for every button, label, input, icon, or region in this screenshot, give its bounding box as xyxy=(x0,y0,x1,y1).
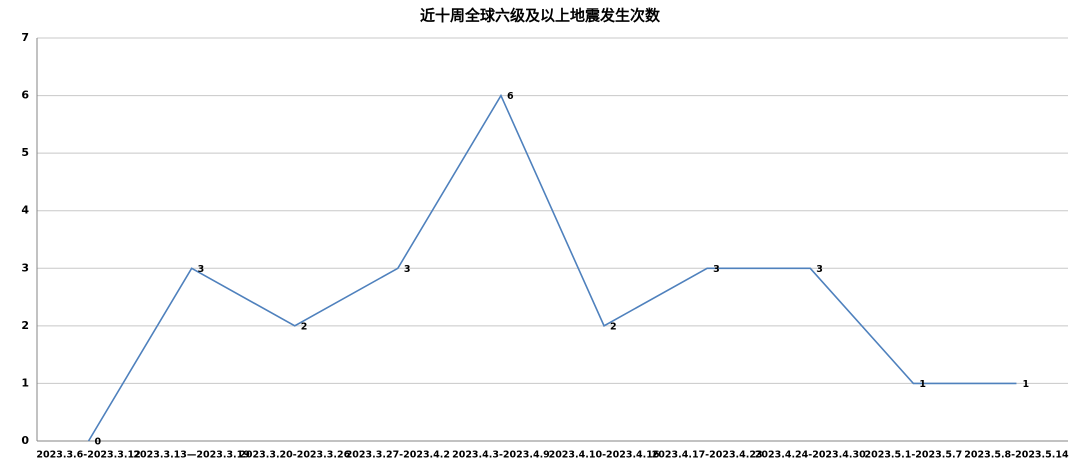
data-label: 1 xyxy=(1022,379,1029,390)
x-tick-label: 2023.5.1-2023.5.7 xyxy=(864,450,962,461)
data-label: 1 xyxy=(919,379,926,390)
y-tick-label: 3 xyxy=(21,261,29,274)
y-tick-label: 2 xyxy=(21,319,29,332)
x-tick-label: 2023.4.24-2023.4.30 xyxy=(755,450,866,461)
x-tick-label: 2023.5.8-2023.5.14 xyxy=(964,450,1069,461)
chart-title: 近十周全球六级及以上地震发生次数 xyxy=(420,7,661,25)
data-label: 3 xyxy=(713,264,720,275)
y-tick-label: 1 xyxy=(21,376,29,389)
x-tick-label: 2023.3.6-2023.3.12 xyxy=(36,450,140,461)
data-label: 0 xyxy=(95,437,102,448)
x-tick-label: 2023.4.17-2023.4.23 xyxy=(652,450,763,461)
data-label: 3 xyxy=(816,264,823,275)
data-line xyxy=(87,93,1017,442)
x-tick-label: 2023.3.27-2023.4.2 xyxy=(346,450,450,461)
x-tick-label: 2023.3.20-2023.3.26 xyxy=(239,450,350,461)
y-tick-label: 5 xyxy=(21,146,29,159)
y-tick-label: 7 xyxy=(21,31,29,44)
data-label: 2 xyxy=(301,321,308,332)
y-tick-label: 6 xyxy=(21,89,29,102)
x-tick-label: 2023.4.10-2023.4.16 xyxy=(549,450,660,461)
data-label: 6 xyxy=(507,91,514,102)
data-label: 3 xyxy=(404,264,411,275)
y-tick-label: 0 xyxy=(21,434,29,447)
data-label: 2 xyxy=(610,321,617,332)
data-label: 3 xyxy=(198,264,205,275)
y-tick-label: 4 xyxy=(21,204,29,217)
x-tick-label: 2023.4.3-2023.4.9 xyxy=(452,450,550,461)
x-tick-label: 2023.3.13—2023.3.19 xyxy=(133,450,249,461)
